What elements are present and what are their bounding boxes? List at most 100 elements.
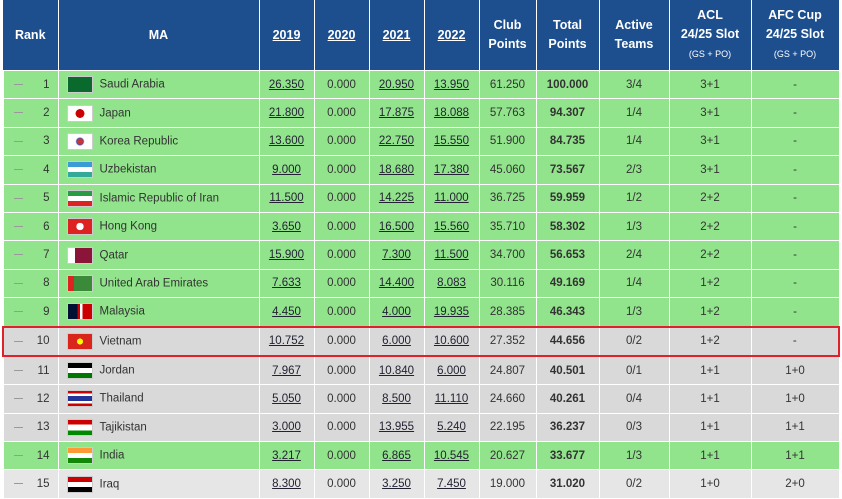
- table-cell: 44.656: [535, 325, 600, 357]
- cell-text: 1/3: [626, 220, 642, 233]
- cell-text: 3.650: [272, 220, 301, 233]
- table-cell[interactable]: 16.500: [368, 211, 425, 242]
- table-cell: 35.710: [478, 211, 537, 242]
- table-cell[interactable]: 13.950: [423, 69, 480, 100]
- flag-icon: [66, 189, 93, 207]
- table-cell[interactable]: 6.000: [423, 355, 480, 386]
- table-cell[interactable]: 9.000: [258, 155, 315, 185]
- cell-text: 11.000: [434, 192, 469, 205]
- table-cell[interactable]: 10.600: [423, 325, 480, 357]
- table-cell[interactable]: 11.500: [423, 240, 480, 270]
- table-cell[interactable]: 15.560: [423, 211, 480, 242]
- table-cell[interactable]: 7.967: [258, 355, 315, 386]
- table-cell: 20.627: [478, 441, 537, 471]
- column-header[interactable]: 2020: [314, 0, 370, 71]
- table-cell[interactable]: 20.950: [368, 69, 425, 100]
- table-row: 14 India 3.217 0.000 6.865 10.545 20.627 33.677…: [2, 441, 840, 471]
- table-cell[interactable]: 18.088: [423, 98, 480, 128]
- cell-text: 1+2: [700, 305, 720, 318]
- dash-icon: [14, 340, 23, 342]
- table-cell: 27.352: [478, 325, 537, 357]
- table-cell[interactable]: 4.450: [258, 297, 315, 328]
- cell-text: -: [793, 249, 797, 262]
- cell-text: Qatar: [99, 249, 129, 262]
- column-header[interactable]: 2022: [424, 0, 480, 71]
- table-cell[interactable]: 15.900: [258, 240, 315, 270]
- table-cell[interactable]: 21.800: [258, 98, 315, 128]
- table-cell[interactable]: 14.225: [368, 183, 425, 213]
- cell-text: Thailand: [99, 393, 144, 406]
- table-cell[interactable]: 6.000: [368, 325, 425, 357]
- table-cell[interactable]: 11.500: [258, 183, 315, 213]
- table-cell[interactable]: 26.350: [258, 69, 315, 100]
- table-cell[interactable]: 7.450: [423, 469, 480, 499]
- table-row: 11 Jordan 7.967 0.000 10.840 6.000 24.807 40.50…: [2, 355, 840, 386]
- cell-text: 1+1: [700, 421, 720, 434]
- cell-text: 8.083: [437, 277, 466, 290]
- table-cell[interactable]: 15.550: [423, 126, 480, 157]
- table-cell: 0/2: [598, 469, 670, 499]
- cell-text: 27.352: [489, 335, 526, 348]
- table-cell[interactable]: 5.240: [423, 412, 480, 443]
- table-cell: 0.000: [313, 297, 370, 328]
- table-cell[interactable]: 8.300: [258, 469, 315, 499]
- table-cell[interactable]: 5.050: [258, 384, 315, 414]
- table-cell[interactable]: 11.000: [423, 183, 480, 213]
- header-text: 24/25 Slot: [765, 27, 825, 41]
- table-cell[interactable]: 14.400: [368, 268, 425, 299]
- dash-icon: [13, 311, 23, 313]
- cell-text: Islamic Republic of Iran: [99, 192, 220, 205]
- table-cell[interactable]: 13.955: [368, 412, 425, 443]
- cell-text: 46.343: [549, 305, 586, 318]
- cell-text: Malaysia: [99, 305, 145, 318]
- cell-text: 13: [36, 421, 50, 434]
- table-cell[interactable]: 3.000: [258, 412, 315, 443]
- cell-text: Iraq: [99, 478, 120, 491]
- table-cell[interactable]: 6.865: [368, 441, 425, 471]
- cell-text: -: [793, 135, 797, 148]
- table-cell[interactable]: 10.840: [368, 355, 425, 386]
- cell-text: 1/3: [626, 449, 642, 462]
- cell-text: 0.000: [327, 107, 356, 120]
- cell-text: 2/4: [626, 249, 642, 262]
- table-cell[interactable]: 22.750: [368, 126, 425, 157]
- flag-icon: [66, 274, 93, 292]
- table-cell: 0.000: [313, 469, 370, 499]
- table-cell[interactable]: 10.752: [258, 325, 315, 357]
- table-cell[interactable]: 3.650: [258, 211, 315, 242]
- flag-icon: [66, 390, 93, 408]
- table-cell[interactable]: 7.300: [368, 240, 425, 270]
- flag-icon: [66, 303, 93, 321]
- table-cell[interactable]: 19.935: [423, 297, 480, 328]
- table-cell[interactable]: 18.680: [368, 155, 425, 185]
- dash-icon: [13, 254, 23, 256]
- table-cell[interactable]: 17.875: [368, 98, 425, 128]
- column-header[interactable]: 2019: [259, 0, 315, 71]
- cell-text: 0/2: [626, 478, 642, 491]
- column-header[interactable]: 2021: [369, 0, 425, 71]
- table-cell[interactable]: 8.500: [368, 384, 425, 414]
- table-cell[interactable]: 3.217: [258, 441, 315, 471]
- dash-icon: [13, 426, 23, 428]
- table-cell[interactable]: 17.380: [423, 155, 480, 185]
- table-cell: 1+1: [750, 441, 840, 471]
- table-cell[interactable]: 7.633: [258, 268, 315, 299]
- table-cell[interactable]: 11.110: [423, 384, 480, 414]
- table-cell: -: [750, 325, 840, 357]
- table-cell[interactable]: 10.545: [423, 441, 480, 471]
- table-cell: 1/4: [598, 268, 670, 299]
- cell-text: 0.000: [327, 335, 356, 348]
- table-cell[interactable]: 13.600: [258, 126, 315, 157]
- table-cell[interactable]: 4.000: [368, 297, 425, 328]
- table-cell: United Arab Emirates: [57, 268, 260, 299]
- table-cell: -: [750, 183, 840, 213]
- cell-text: 36.725: [489, 192, 526, 205]
- cell-text: Hong Kong: [99, 220, 158, 233]
- table-cell: 3+1: [668, 98, 752, 128]
- table-cell[interactable]: 3.250: [368, 469, 425, 499]
- cell-text: 18.088: [433, 107, 470, 120]
- table-cell[interactable]: 8.083: [423, 268, 480, 299]
- table-cell: 3+1: [668, 155, 752, 185]
- cell-text: 11.110: [434, 392, 469, 405]
